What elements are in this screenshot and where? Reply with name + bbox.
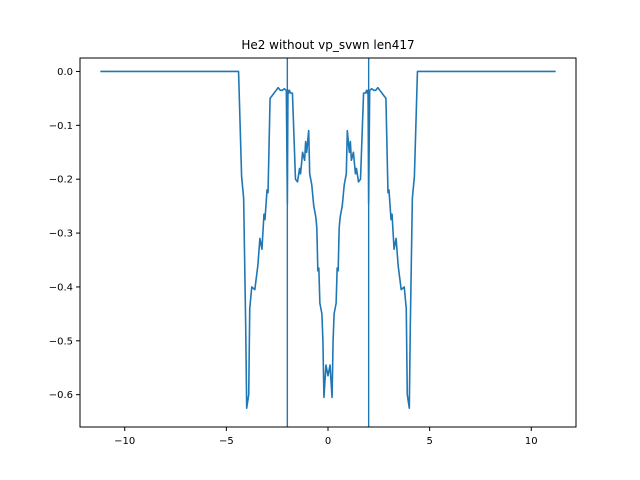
x-tick-label: 0 [325, 436, 331, 447]
vline-layer [286, 58, 370, 427]
y-tick-label: −0.1 [49, 121, 73, 132]
y-axis-ticks: 0.0 −0.1 −0.2 −0.3 −0.4 −0.5 −0.6 [49, 67, 80, 401]
y-tick-label: −0.5 [49, 336, 73, 347]
x-tick-label: −5 [219, 436, 234, 447]
chart-title: He2 without vp_svwn len417 [241, 38, 414, 52]
x-tick-label: 5 [426, 436, 432, 447]
x-axis-ticks: −10 −5 0 5 10 [114, 427, 538, 447]
x-tick-label: −10 [114, 436, 135, 447]
series-layer [100, 70, 556, 409]
y-tick-label: −0.3 [49, 229, 73, 240]
y-tick-label: −0.2 [49, 175, 73, 186]
y-tick-label: −0.4 [49, 282, 73, 293]
y-tick-label: 0.0 [57, 67, 73, 78]
x-tick-label: 10 [525, 436, 538, 447]
series-line-0 [100, 70, 556, 409]
y-tick-label: −0.6 [49, 390, 73, 401]
